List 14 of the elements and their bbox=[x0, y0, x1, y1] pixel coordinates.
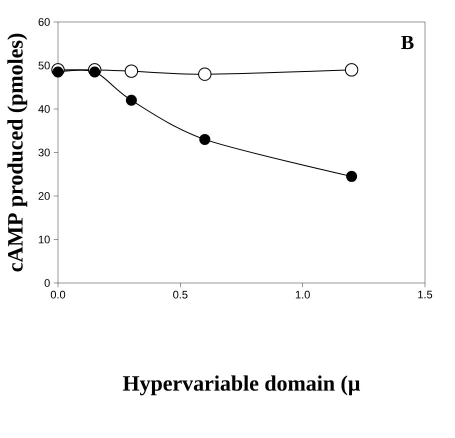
y-tick-label: 60 bbox=[38, 18, 50, 26]
x-tick-label: 0.0 bbox=[50, 290, 66, 299]
y-tick-label: 30 bbox=[38, 148, 50, 156]
y-axis-title: cAMP produced (pmoles) bbox=[7, 34, 28, 272]
y-tick-label: 50 bbox=[38, 62, 50, 70]
y-tick-label: 0 bbox=[44, 279, 50, 287]
y-tick-label: 40 bbox=[38, 105, 50, 113]
annotation: B bbox=[401, 36, 414, 50]
x-tick-label: 1.5 bbox=[418, 290, 432, 298]
y-tick-label: 20 bbox=[38, 192, 50, 200]
x-tick-label: 0.5 bbox=[173, 290, 188, 299]
y-tick-label: 10 bbox=[38, 236, 50, 244]
x-axis-title: Hypervariable domain (µ bbox=[122, 375, 360, 396]
x-tick-label: 1.0 bbox=[296, 290, 310, 299]
